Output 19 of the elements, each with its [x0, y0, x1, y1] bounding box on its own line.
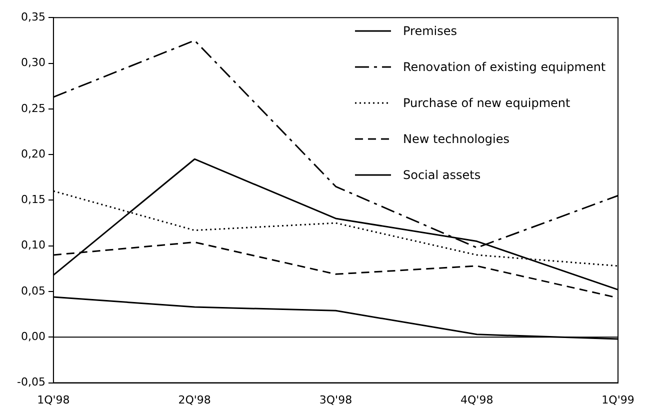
x-tick-label: 1Q'99 — [602, 393, 634, 406]
y-tick-label: -0,05 — [16, 376, 46, 389]
x-tick-label: 1Q'98 — [37, 393, 70, 406]
y-tick-label: 0,15 — [20, 193, 46, 206]
y-tick-label: 0,10 — [20, 238, 46, 252]
y-tick-label: 0,20 — [20, 147, 46, 160]
legend-label: Purchase of new equipment — [403, 96, 570, 110]
x-tick-label: 2Q'98 — [178, 393, 211, 406]
legend-label: Premises — [403, 24, 457, 38]
x-tick-label: 4Q'98 — [460, 393, 494, 406]
legend-label: Renovation of existing equipment — [403, 60, 606, 74]
y-tick-label: 0,00 — [20, 330, 46, 344]
y-tick-label: 0,05 — [20, 284, 46, 298]
legend-label: New technologies — [403, 132, 510, 146]
x-tick-label: 3Q'98 — [319, 393, 352, 406]
y-tick-label: 0,35 — [20, 10, 46, 24]
legend-label: Social assets — [403, 168, 481, 182]
y-tick-label: 0,25 — [20, 102, 46, 115]
y-tick-label: 0,30 — [20, 56, 46, 70]
